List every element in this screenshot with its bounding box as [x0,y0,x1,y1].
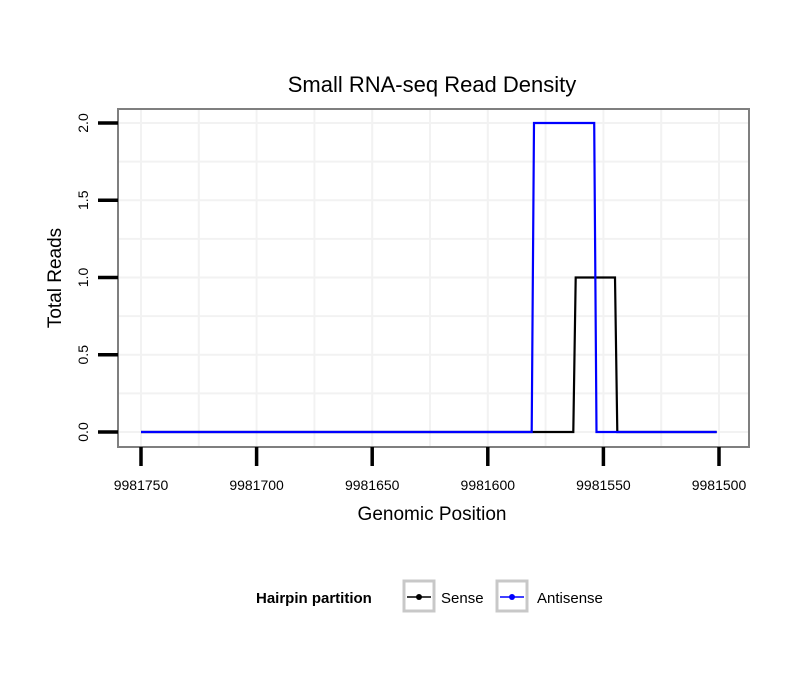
chart-title: Small RNA-seq Read Density [288,72,577,97]
grid [119,110,748,446]
y-axis: 0.0 0.5 1.0 1.5 2.0 [75,113,118,442]
legend-key-antisense [495,579,529,613]
legend-item-sense: Sense [402,579,484,613]
x-tick-label: 9981700 [229,477,284,493]
x-axis: 9981750 9981700 9981650 9981600 9981550 99815… [114,447,747,493]
x-tick-label: 9981600 [461,477,516,493]
series-line-antisense [141,121,717,434]
y-axis-title: Total Reads [45,228,66,328]
y-tick-label: 1.5 [75,190,91,210]
y-tick-label: 0.0 [75,422,91,442]
x-tick-label: 9981750 [114,477,169,493]
x-tick-label: 9981550 [576,477,631,493]
y-tick-label: 2.0 [75,113,91,133]
x-tick-label: 9981650 [345,477,400,493]
legend-label-sense: Sense [441,590,484,607]
legend: Hairpin partition Sense Antisense [256,579,603,613]
legend-title: Hairpin partition [256,590,372,607]
x-tick-label: 9981500 [692,477,747,493]
x-axis-title: Genomic Position [358,504,507,525]
y-tick-label: 0.5 [75,345,91,365]
legend-item-antisense: Antisense [495,579,603,613]
legend-dot-antisense [509,594,515,600]
legend-key-sense [402,579,436,613]
legend-label-antisense: Antisense [537,590,603,607]
series-layer [141,121,717,434]
y-tick-label: 1.0 [75,268,91,288]
legend-dot-sense [416,594,422,600]
